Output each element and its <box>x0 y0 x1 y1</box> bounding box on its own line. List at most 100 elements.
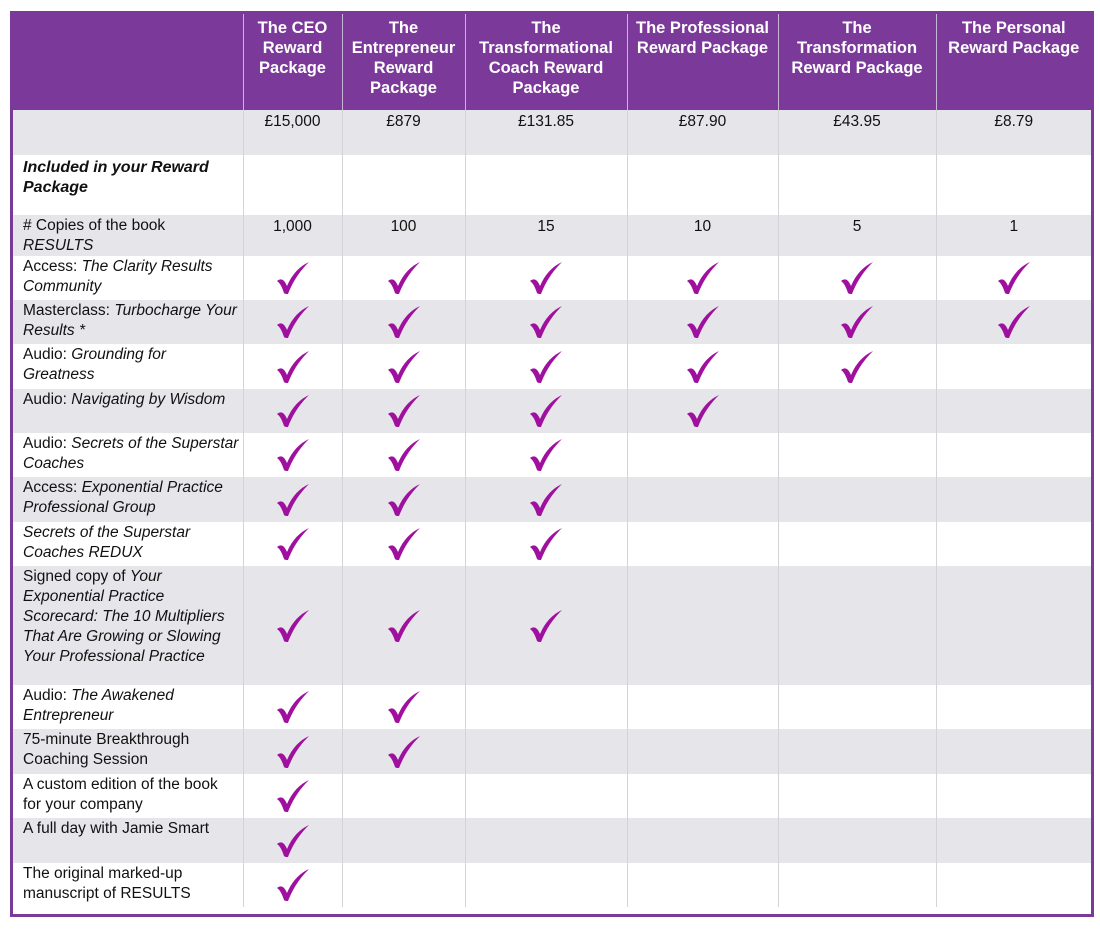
empty-cell <box>777 155 936 215</box>
empty-cell <box>777 477 936 522</box>
feature-label-prefix: 75-minute Breakthrough Coaching Session <box>23 731 190 768</box>
empty-cell <box>935 863 1091 907</box>
empty-cell <box>935 344 1091 389</box>
price-personal: £8.79 <box>935 110 1091 155</box>
included-cell <box>242 389 342 433</box>
price-row-label <box>13 110 243 155</box>
empty-cell <box>341 155 465 215</box>
empty-cell <box>777 522 936 566</box>
included-cell <box>242 774 342 818</box>
copies-transformational-coach: 15 <box>464 215 627 256</box>
feature-row: Access: The Clarity Results Community <box>13 256 1091 300</box>
checkmark-icon <box>275 394 311 428</box>
feature-row: Access: Exponential Practice Professiona… <box>13 477 1091 522</box>
checkmark-icon <box>275 527 311 561</box>
empty-cell <box>626 729 778 774</box>
checkmark-icon <box>386 350 422 384</box>
empty-cell <box>777 774 936 818</box>
empty-cell <box>935 729 1091 774</box>
included-cell <box>777 344 936 389</box>
included-cell <box>464 566 627 685</box>
feature-label: Audio: Secrets of the Superstar Coaches <box>13 433 243 477</box>
included-cell <box>341 522 465 566</box>
empty-cell <box>464 774 627 818</box>
feature-label: A custom edition of the book for your co… <box>13 774 243 818</box>
column-header-transformation: The Transformation Reward Package <box>777 14 936 110</box>
feature-label-title: Grounding for Greatness <box>23 346 167 383</box>
header-row: The CEO Reward Package The Entrepreneur … <box>13 14 1091 110</box>
empty-cell <box>341 863 465 907</box>
checkmark-icon <box>275 609 311 643</box>
feature-label: 75-minute Breakthrough Coaching Session <box>13 729 243 774</box>
empty-cell <box>626 566 778 685</box>
included-cell <box>341 256 465 300</box>
feature-label: Secrets of the Superstar Coaches REDUX <box>13 522 243 566</box>
feature-row: Signed copy of Your Exponential Practice… <box>13 566 1091 685</box>
feature-label: The original marked-up manuscript of RES… <box>13 863 243 907</box>
checkmark-icon <box>386 305 422 339</box>
empty-cell <box>935 155 1091 215</box>
column-header-entrepreneur: The Entrepreneur Reward Package <box>341 14 465 110</box>
feature-row: Masterclass: Turbocharge Your Results * <box>13 300 1091 344</box>
copies-professional: 10 <box>626 215 778 256</box>
included-cell <box>242 477 342 522</box>
included-cell <box>242 863 342 907</box>
section-heading-text: Included in your Reward Package <box>23 159 209 196</box>
column-header-ceo: The CEO Reward Package <box>242 14 342 110</box>
column-header-professional: The Professional Reward Package <box>626 14 778 110</box>
price-entrepreneur: £879 <box>341 110 465 155</box>
empty-cell <box>626 685 778 729</box>
included-cell <box>341 685 465 729</box>
feature-row: 75-minute Breakthrough Coaching Session <box>13 729 1091 774</box>
feature-label-title: Navigating by Wisdom <box>71 391 226 408</box>
column-header-personal: The Personal Reward Package <box>935 14 1091 110</box>
empty-cell <box>626 433 778 477</box>
included-cell <box>341 477 465 522</box>
empty-cell <box>464 818 627 863</box>
copies-prefix: # Copies of the book <box>23 217 166 234</box>
header-corner <box>13 14 243 110</box>
copies-row: # Copies of the book RESULTS 1,000 100 15… <box>13 215 1091 256</box>
checkmark-icon <box>386 690 422 724</box>
feature-label: Masterclass: Turbocharge Your Results * <box>13 300 243 344</box>
included-cell <box>935 256 1091 300</box>
checkmark-icon <box>528 350 564 384</box>
feature-label: Signed copy of Your Exponential Practice… <box>13 566 243 685</box>
empty-cell <box>626 863 778 907</box>
copies-ceo: 1,000 <box>242 215 342 256</box>
feature-label-prefix: A full day with Jamie Smart <box>23 820 210 837</box>
included-cell <box>242 300 342 344</box>
copies-personal: 1 <box>935 215 1091 256</box>
empty-cell <box>464 155 627 215</box>
empty-cell <box>626 818 778 863</box>
feature-label-prefix: Access: <box>23 479 82 496</box>
feature-label: Access: The Clarity Results Community <box>13 256 243 300</box>
included-cell <box>464 389 627 433</box>
checkmark-icon <box>275 779 311 813</box>
empty-cell <box>935 566 1091 685</box>
feature-label-prefix: Audio: <box>23 346 72 363</box>
feature-label-title: The Awakened Entrepreneur <box>23 687 174 724</box>
price-ceo: £15,000 <box>242 110 342 155</box>
checkmark-icon <box>685 350 721 384</box>
included-cell <box>341 344 465 389</box>
checkmark-icon <box>528 261 564 295</box>
checkmark-icon <box>839 261 875 295</box>
included-cell <box>777 256 936 300</box>
checkmark-icon <box>386 609 422 643</box>
copies-transformation: 5 <box>777 215 936 256</box>
feature-label-prefix: Signed copy of <box>23 568 130 585</box>
checkmark-icon <box>275 305 311 339</box>
feature-label: A full day with Jamie Smart <box>13 818 243 863</box>
included-cell <box>626 256 778 300</box>
feature-row: A full day with Jamie Smart <box>13 818 1091 863</box>
section-row: Included in your Reward Package <box>13 155 1091 215</box>
included-cell <box>464 477 627 522</box>
copies-entrepreneur: 100 <box>341 215 465 256</box>
feature-label: Access: Exponential Practice Professiona… <box>13 477 243 522</box>
feature-label-prefix: Masterclass: <box>23 302 115 319</box>
checkmark-icon <box>839 350 875 384</box>
feature-row: Audio: Secrets of the Superstar Coaches <box>13 433 1091 477</box>
feature-label-title: The Clarity Results Community <box>23 258 213 295</box>
empty-cell <box>935 774 1091 818</box>
